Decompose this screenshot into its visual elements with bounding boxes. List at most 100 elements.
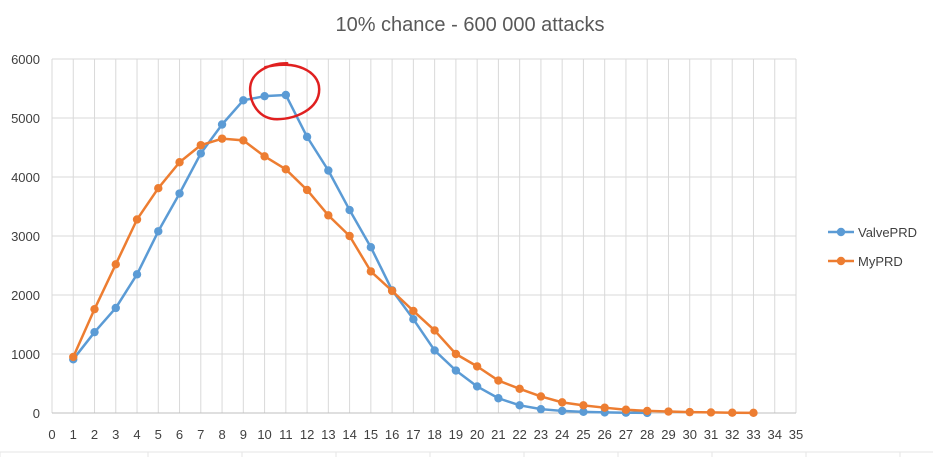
x-tick-label: 17: [406, 427, 420, 442]
x-tick-label: 12: [300, 427, 314, 442]
data-point: [409, 314, 418, 324]
data-point: [579, 407, 588, 417]
data-point: [324, 211, 333, 220]
x-tick-label: 20: [470, 427, 484, 442]
x-tick-label: 28: [640, 427, 654, 442]
data-point: [90, 304, 99, 314]
series-valveprd: [69, 90, 652, 418]
data-point: [366, 243, 376, 252]
x-tick-label: 0: [48, 427, 55, 442]
x-tick-label: 15: [364, 427, 378, 442]
y-tick-label: 6000: [11, 52, 40, 67]
x-tick-label: 32: [725, 427, 739, 442]
data-point: [494, 376, 503, 385]
legend-label: MyPRD: [858, 254, 903, 269]
x-tick-label: 14: [342, 427, 356, 442]
data-point: [111, 260, 120, 269]
data-point: [281, 165, 291, 174]
data-point: [90, 327, 99, 337]
data-point: [706, 408, 716, 417]
data-point: [685, 407, 694, 417]
y-tick-label: 3000: [11, 229, 40, 244]
data-point: [451, 366, 461, 375]
annotation-circle: [248, 61, 321, 121]
data-point: [664, 407, 673, 416]
x-tick-label: 21: [491, 427, 505, 442]
data-point: [600, 403, 609, 412]
x-tick-label: 19: [449, 427, 463, 442]
y-tick-label: 5000: [11, 111, 40, 126]
data-point: [175, 189, 184, 198]
x-tick-label: 13: [321, 427, 335, 442]
series-group: [69, 90, 758, 418]
legend: ValvePRD MyPRD: [828, 225, 917, 269]
x-tick-label: 3: [112, 427, 119, 442]
x-tick-label: 25: [576, 427, 590, 442]
data-point: [472, 382, 482, 391]
data-point: [154, 184, 163, 193]
x-tick-label: 29: [661, 427, 675, 442]
data-point: [451, 349, 461, 359]
data-point: [557, 406, 567, 416]
x-tick-label: 22: [512, 427, 526, 442]
y-axis: 0 1000 2000 3000 4000 5000 6000: [11, 52, 40, 421]
x-axis: 0 1 2 3 4 5 6 7 8 9 10 11 12 13 14 15 16 17 18 19 20 21 22 23 24…: [48, 427, 803, 442]
data-point: [345, 205, 354, 215]
y-tick-label: 4000: [11, 170, 40, 185]
data-point: [728, 408, 737, 417]
x-tick-label: 5: [155, 427, 162, 442]
x-tick-label: 24: [555, 427, 569, 442]
legend-item-myprd: MyPRD: [828, 254, 903, 269]
data-point: [132, 215, 142, 224]
chart-title: 10% chance - 600 000 attacks: [335, 14, 604, 36]
x-tick-label: 30: [682, 427, 696, 442]
data-point: [239, 136, 248, 145]
series-myprd: [69, 134, 758, 418]
data-point: [260, 91, 269, 101]
x-tick-label: 35: [789, 427, 803, 442]
annotation-group: [248, 61, 321, 121]
y-tick-label: 2000: [11, 288, 40, 303]
data-point: [324, 166, 333, 175]
data-point: [281, 90, 291, 100]
y-tick-label: 0: [33, 406, 40, 421]
legend-label: ValvePRD: [858, 225, 917, 240]
data-point: [132, 270, 142, 279]
data-point: [366, 267, 376, 276]
data-point: [515, 384, 524, 394]
data-point: [69, 352, 78, 362]
data-point: [387, 286, 397, 296]
x-tick-label: 6: [176, 427, 183, 442]
data-point: [196, 140, 205, 150]
data-point: [111, 303, 120, 313]
x-tick-label: 18: [427, 427, 441, 442]
data-point: [302, 185, 312, 195]
data-point: [621, 405, 631, 414]
data-point: [515, 401, 524, 410]
data-point: [430, 346, 439, 355]
data-point: [494, 394, 503, 403]
data-point: [345, 231, 354, 241]
x-tick-label: 7: [197, 427, 204, 442]
data-point: [217, 120, 227, 129]
data-point: [154, 227, 163, 236]
data-point: [239, 96, 248, 105]
data-point: [175, 158, 184, 167]
x-tick-label: 31: [704, 427, 718, 442]
x-tick-label: 27: [619, 427, 633, 442]
data-point: [196, 149, 205, 158]
x-tick-label: 11: [279, 427, 293, 442]
y-tick-label: 1000: [11, 347, 40, 362]
x-tick-label: 8: [218, 427, 225, 442]
data-point: [430, 326, 439, 335]
x-tick-label: 33: [746, 427, 760, 442]
legend-item-valveprd: ValvePRD: [828, 225, 917, 240]
legend-swatch-marker: [836, 227, 846, 237]
data-point: [409, 306, 418, 316]
x-tick-label: 34: [768, 427, 782, 442]
data-point: [749, 408, 758, 418]
x-tick-label: 4: [133, 427, 140, 442]
x-tick-label: 10: [257, 427, 271, 442]
x-tick-label: 1: [70, 427, 77, 442]
x-tick-label: 9: [240, 427, 247, 442]
